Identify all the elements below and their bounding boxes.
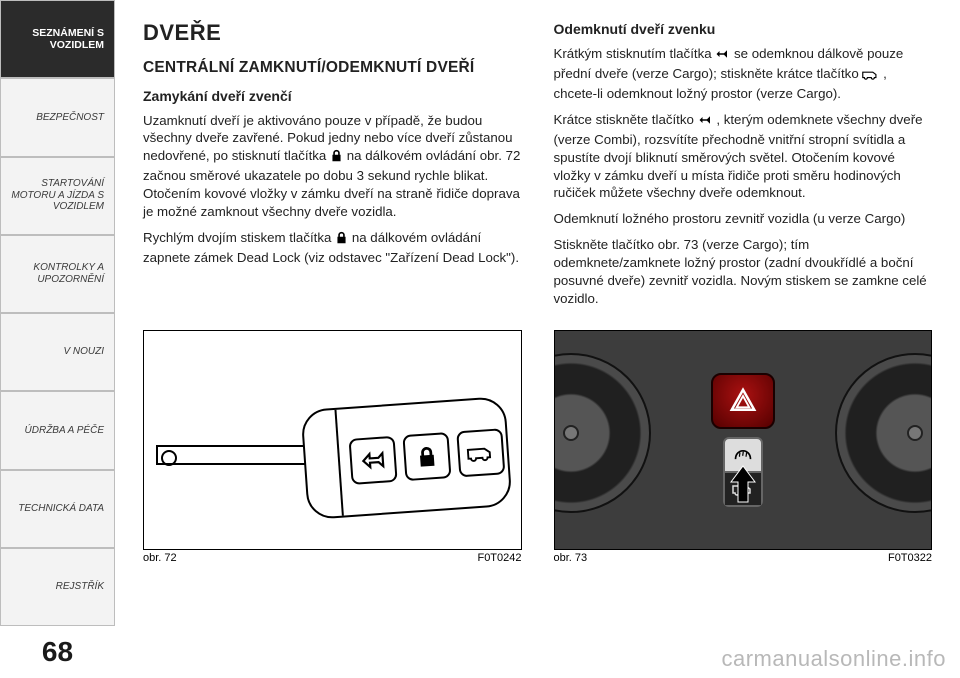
nav-label: STARTOVÁNÍMOTORU A JÍZDA SVOZIDLEM — [11, 178, 104, 213]
page-number: 68 — [0, 626, 115, 678]
figure-72: obr. 72 F0T0242 — [143, 330, 522, 564]
col-right: Odemknutí dveří zvenku Krátkým stisknutí… — [554, 18, 933, 316]
heading-zamykani: Zamykání dveří zvenčí — [143, 87, 522, 106]
nav-label: SEZNÁMENÍ SVOZIDLEM — [32, 27, 104, 51]
arrow-up-icon — [729, 464, 757, 509]
nav-label: V NOUZI — [63, 346, 104, 358]
text: Rychlým dvojím stiskem tlačítka — [143, 230, 335, 245]
nav-label: ÚDRŽBA A PÉČE — [25, 425, 104, 437]
figure-72-caption: obr. 72 — [143, 552, 177, 564]
fob-lock-button — [402, 432, 451, 481]
nav-item-technicka[interactable]: TECHNICKÁ DATA — [0, 470, 115, 548]
figure-73: obr. 73 F0T0322 — [554, 330, 933, 564]
para-unlock-2: Krátce stiskněte tlačítko , kterým odemk… — [554, 111, 933, 203]
nav-label: TECHNICKÁ DATA — [18, 503, 104, 515]
figure-72-box — [143, 330, 522, 550]
para-unlock-4: Stiskněte tlačítko obr. 73 (verze Cargo)… — [554, 236, 933, 308]
nav-item-kontrolky[interactable]: KONTROLKY AUPOZORNĚNÍ — [0, 235, 115, 313]
text: Krátkým stisknutím tlačítka — [554, 46, 716, 61]
unlock-icon — [715, 47, 730, 65]
nav-label: REJSTŘÍK — [56, 581, 104, 593]
heading-odemknuti: Odemknutí dveří zvenku — [554, 20, 933, 39]
cargo-icon — [862, 67, 879, 85]
nav-item-startovani[interactable]: STARTOVÁNÍMOTORU A JÍZDA SVOZIDLEM — [0, 157, 115, 235]
nav-item-seznameni[interactable]: SEZNÁMENÍ SVOZIDLEM — [0, 0, 115, 78]
para-unlock-1: Krátkým stisknutím tlačítka se odemknou … — [554, 45, 933, 103]
lock-icon — [335, 231, 348, 249]
key-fob — [300, 396, 512, 520]
figure-73-caption: obr. 73 — [554, 552, 588, 564]
sidebar: SEZNÁMENÍ SVOZIDLEM BEZPEČNOST STARTOVÁN… — [0, 0, 115, 678]
para-lock-1: Uzamknutí dveří je aktivováno pouze v př… — [143, 112, 522, 222]
para-lock-2: Rychlým dvojím stiskem tlačítka na dálko… — [143, 229, 522, 267]
nav-item-rejstrik[interactable]: REJSTŘÍK — [0, 548, 115, 626]
nav-item-vnouzi[interactable]: V NOUZI — [0, 313, 115, 391]
page-root: SEZNÁMENÍ SVOZIDLEM BEZPEČNOST STARTOVÁN… — [0, 0, 960, 678]
figure-row: obr. 72 F0T0242 — [143, 330, 932, 564]
center-button-cluster — [683, 373, 803, 513]
watermark: carmanualsonline.info — [721, 646, 946, 672]
figure-72-code: F0T0242 — [477, 552, 521, 564]
lock-icon — [330, 149, 343, 167]
col-left: DVEŘE CENTRÁLNÍ ZAMKNUTÍ/ODEMKNUTÍ DVEŘÍ… — [143, 18, 522, 316]
nav-label: KONTROLKY AUPOZORNĚNÍ — [33, 262, 104, 285]
key-blade — [156, 445, 316, 465]
nav-label: BEZPEČNOST — [36, 112, 104, 124]
nav-item-udrzba[interactable]: ÚDRŽBA A PÉČE — [0, 391, 115, 469]
fob-cargo-button — [456, 428, 505, 477]
nav-item-bezpecnost[interactable]: BEZPEČNOST — [0, 78, 115, 156]
fob-unlock-button — [349, 436, 398, 485]
unlock-icon — [698, 113, 713, 131]
content: DVEŘE CENTRÁLNÍ ZAMKNUTÍ/ODEMKNUTÍ DVEŘÍ… — [115, 0, 960, 678]
figure-73-code: F0T0322 — [888, 552, 932, 564]
heading-centralni: CENTRÁLNÍ ZAMKNUTÍ/ODEMKNUTÍ DVEŘÍ — [143, 58, 522, 79]
hazard-button — [711, 373, 775, 429]
heading-dvere: DVEŘE — [143, 18, 522, 48]
para-unlock-3: Odemknutí ložného prostoru zevnitř vozid… — [554, 210, 933, 228]
figure-73-box — [554, 330, 933, 550]
text: Krátce stiskněte tlačítko — [554, 112, 698, 127]
